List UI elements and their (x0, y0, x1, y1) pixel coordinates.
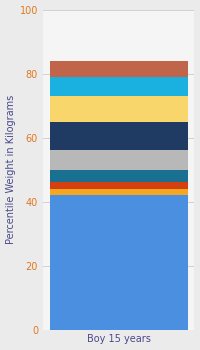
Bar (50, 96, 188, 121)
Bar (50, 61, 188, 77)
Bar (50, 169, 188, 182)
Bar (50, 182, 188, 189)
Y-axis label: Percentile Weight in Kilograms: Percentile Weight in Kilograms (6, 95, 16, 244)
Bar (50, 121, 188, 150)
Bar (50, 189, 188, 195)
Bar (50, 150, 188, 169)
Bar (50, 77, 188, 96)
Bar (50, 195, 188, 330)
